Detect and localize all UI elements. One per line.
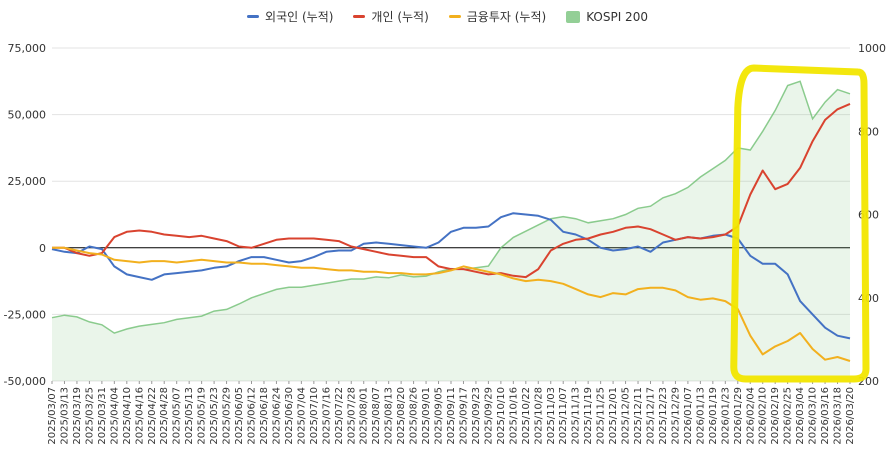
x-tick-label: 2025/04/22: [147, 387, 158, 445]
x-tick-label: 2026/01/13: [695, 387, 706, 445]
x-tick-label: 2026/02/19: [770, 387, 781, 445]
x-tick-label: 2026/01/29: [733, 387, 744, 445]
x-tick-label: 2025/08/26: [409, 387, 420, 445]
x-tick-label: 2026/03/20: [845, 387, 856, 445]
legend-swatch: [448, 15, 461, 18]
x-tick-label: 2025/07/22: [334, 387, 345, 445]
x-tick-label: 2025/09/01: [421, 387, 432, 445]
x-tick-label: 2025/06/12: [247, 387, 258, 445]
legend-label: 개인 (누적): [371, 10, 429, 24]
x-tick-label: 2025/03/19: [72, 387, 83, 445]
legend-item[interactable]: 개인 (누적): [353, 8, 429, 25]
x-tick-label: 2025/12/29: [670, 387, 681, 445]
x-tick-label: 2025/10/22: [521, 387, 532, 445]
kospi-area: [52, 81, 850, 382]
legend-label: 외국인 (누적): [265, 10, 334, 24]
x-tick-label: 2025/05/19: [197, 387, 208, 445]
x-tick-label: 2025/07/04: [296, 387, 307, 445]
x-tick-label: 2025/04/28: [159, 387, 170, 445]
left-tick-label: 0: [39, 242, 46, 255]
legend-swatch: [247, 15, 260, 18]
x-tick-label: 2025/09/17: [459, 387, 470, 445]
x-tick-label: 2026/01/23: [720, 387, 731, 445]
x-tick-label: 2025/09/11: [446, 387, 457, 445]
x-tick-label: 2026/03/16: [820, 387, 831, 445]
x-tick-label: 2025/11/07: [558, 387, 569, 445]
x-tick-label: 2026/03/10: [808, 387, 819, 445]
x-tick-label: 2025/06/05: [234, 387, 245, 445]
x-tick-label: 2025/10/16: [508, 387, 519, 445]
x-tick-label: 2025/12/05: [621, 387, 632, 445]
series-line: [52, 102, 851, 279]
x-tick-label: 2026/03/18: [833, 387, 844, 445]
legend-item[interactable]: 금융투자 (누적): [448, 8, 547, 25]
left-tick-label: -25,000: [4, 308, 46, 321]
x-tick-label: 2025/03/13: [60, 387, 71, 445]
x-tick-label: 2025/11/13: [571, 387, 582, 445]
legend-item[interactable]: KOSPI 200: [566, 8, 648, 25]
x-tick-label: 2025/05/13: [184, 387, 195, 445]
x-tick-label: 2026/02/10: [758, 387, 769, 445]
x-tick-label: 2025/08/13: [384, 387, 395, 445]
left-tick-label: 25,000: [8, 175, 47, 188]
x-tick-label: 2025/05/29: [222, 387, 233, 445]
legend-label: 금융투자 (누적): [466, 10, 547, 24]
x-tick-label: 2025/08/01: [359, 387, 370, 445]
x-tick-label: 2025/07/10: [309, 387, 320, 445]
x-tick-label: 2026/01/19: [708, 387, 719, 445]
x-tick-label: 2025/08/20: [396, 387, 407, 445]
legend-label: KOSPI 200: [586, 9, 648, 24]
x-tick-label: 2025/08/07: [371, 387, 382, 445]
x-tick-label: 2025/03/31: [97, 387, 108, 445]
left-tick-label: 75,000: [8, 42, 47, 55]
x-tick-label: 2025/11/03: [546, 387, 557, 445]
x-tick-label: 2026/02/04: [745, 387, 756, 445]
x-tick-label: 2025/09/05: [434, 387, 445, 445]
legend: 외국인 (누적) 개인 (누적) 금융투자 (누적) KOSPI 200: [0, 8, 895, 25]
legend-swatch: [566, 10, 581, 23]
x-tick-label: 2025/09/23: [471, 387, 482, 445]
legend-item[interactable]: 외국인 (누적): [247, 8, 333, 25]
x-tick-label: 2025/06/30: [284, 387, 295, 445]
x-tick-label: 2025/05/23: [209, 387, 220, 445]
x-tick-label: 2025/10/28: [533, 387, 544, 445]
x-tick-label: 2026/03/04: [795, 387, 806, 445]
legend-swatch: [353, 15, 366, 18]
right-tick-label: 600: [858, 209, 879, 222]
x-tick-label: 2025/11/19: [583, 387, 594, 445]
x-tick-label: 2025/09/29: [483, 387, 494, 445]
left-tick-label: 50,000: [8, 109, 47, 122]
highlight-annotation: [730, 64, 870, 383]
x-tick-label: 2025/07/28: [346, 387, 357, 445]
x-tick-label: 2025/03/07: [47, 387, 58, 445]
x-tick-label: 2025/04/10: [122, 387, 133, 445]
left-tick-label: -50,000: [4, 375, 46, 388]
x-tick-label: 2025/05/07: [172, 387, 183, 445]
x-tick-label: 2025/07/16: [321, 387, 332, 445]
x-tick-label: 2025/04/16: [134, 387, 145, 445]
x-tick-label: 2025/12/23: [658, 387, 669, 445]
right-tick-label: 1000: [858, 42, 886, 55]
x-tick-label: 2025/04/04: [109, 387, 120, 445]
x-tick-label: 2025/12/17: [646, 387, 657, 445]
x-tick-label: 2025/03/25: [84, 387, 95, 445]
x-tick-label: 2026/02/25: [783, 387, 794, 445]
x-tick-label: 2026/01/07: [683, 387, 694, 445]
x-tick-label: 2025/06/24: [271, 387, 282, 445]
x-tick-label: 2025/10/10: [496, 387, 507, 445]
x-tick-label: 2025/11/25: [596, 387, 607, 445]
x-tick-label: 2025/12/11: [633, 387, 644, 445]
x-tick-label: 2025/06/18: [259, 387, 270, 445]
series-line: [52, 246, 851, 362]
x-tick-label: 2025/12/01: [608, 387, 619, 445]
